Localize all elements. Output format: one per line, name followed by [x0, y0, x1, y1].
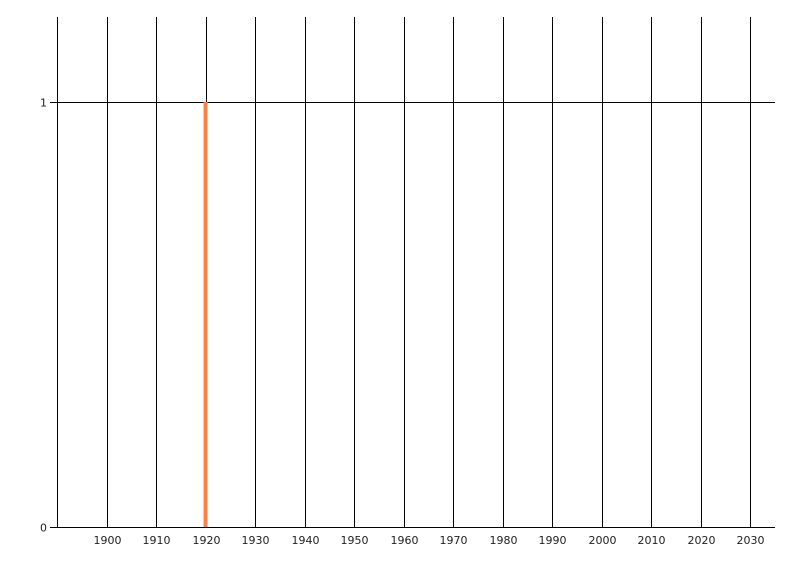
- tick-labels: 1900 1910 1920 1930 1940 1950 1960 1970 1980 1990…: [40, 97, 765, 548]
- x-tick-label: 2020: [688, 534, 716, 547]
- x-tick-label: 1960: [391, 534, 419, 547]
- x-tick-label: 2030: [737, 534, 765, 547]
- x-tick-label: 1950: [341, 534, 369, 547]
- x-tick-label: 1970: [440, 534, 468, 547]
- x-tick-label: 1930: [242, 534, 270, 547]
- x-tick-label: 1980: [490, 534, 518, 547]
- x-tick-label: 1920: [193, 534, 221, 547]
- y-tick-label: 1: [40, 97, 47, 110]
- x-tick-label: 2010: [638, 534, 666, 547]
- x-tick-label: 1990: [539, 534, 567, 547]
- x-tick-label: 1910: [143, 534, 171, 547]
- x-tick-label: 2000: [589, 534, 617, 547]
- x-tick-label: 1900: [94, 534, 122, 547]
- gridlines: [57, 17, 775, 528]
- x-tick-label: 1940: [292, 534, 320, 547]
- axes: [50, 17, 775, 528]
- y-tick-label: 0: [40, 522, 47, 535]
- bars: [203, 102, 208, 527]
- bar: [203, 102, 208, 527]
